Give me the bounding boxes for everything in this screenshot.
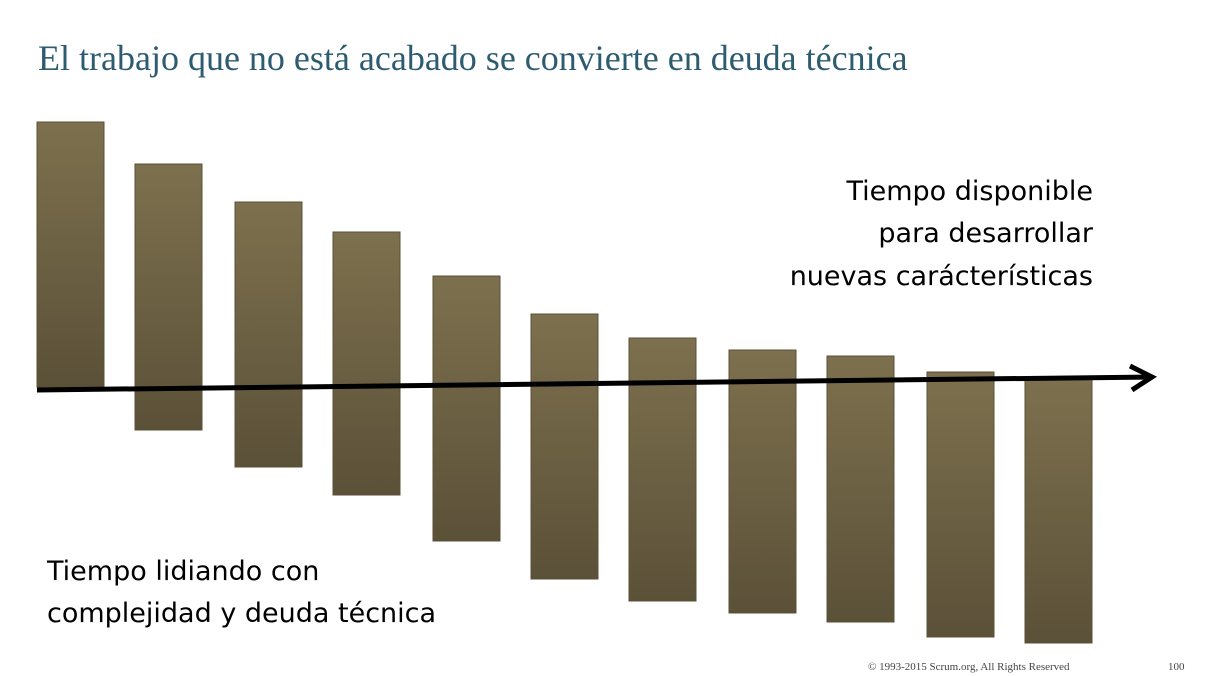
arrow-line (36, 374, 1151, 393)
bar (826, 355, 895, 623)
upper-note: para desarrollar (878, 218, 1093, 249)
bar (36, 121, 105, 388)
bar (1024, 378, 1093, 644)
lower-note: complejidad y deuda técnica (47, 598, 436, 629)
upper-note: nuevas carácterísticas (790, 261, 1093, 292)
slide-title: El trabajo que no está acabado se convie… (38, 38, 908, 78)
bar (926, 371, 995, 638)
bar (332, 231, 401, 496)
bar (234, 201, 303, 468)
lower-note: Tiempo lidiando con (46, 556, 319, 587)
time-arrow (36, 363, 1158, 393)
bar (432, 275, 501, 542)
bar (628, 337, 697, 602)
page-number: 100 (1168, 661, 1185, 673)
bar (530, 313, 599, 580)
bars (36, 121, 1093, 644)
copyright: © 1993-2015 Scrum.org, All Rights Reserv… (868, 661, 1070, 673)
arrow-head (1128, 363, 1158, 393)
bar (728, 349, 797, 614)
bar (134, 163, 203, 431)
upper-note: Tiempo disponible (845, 176, 1093, 207)
